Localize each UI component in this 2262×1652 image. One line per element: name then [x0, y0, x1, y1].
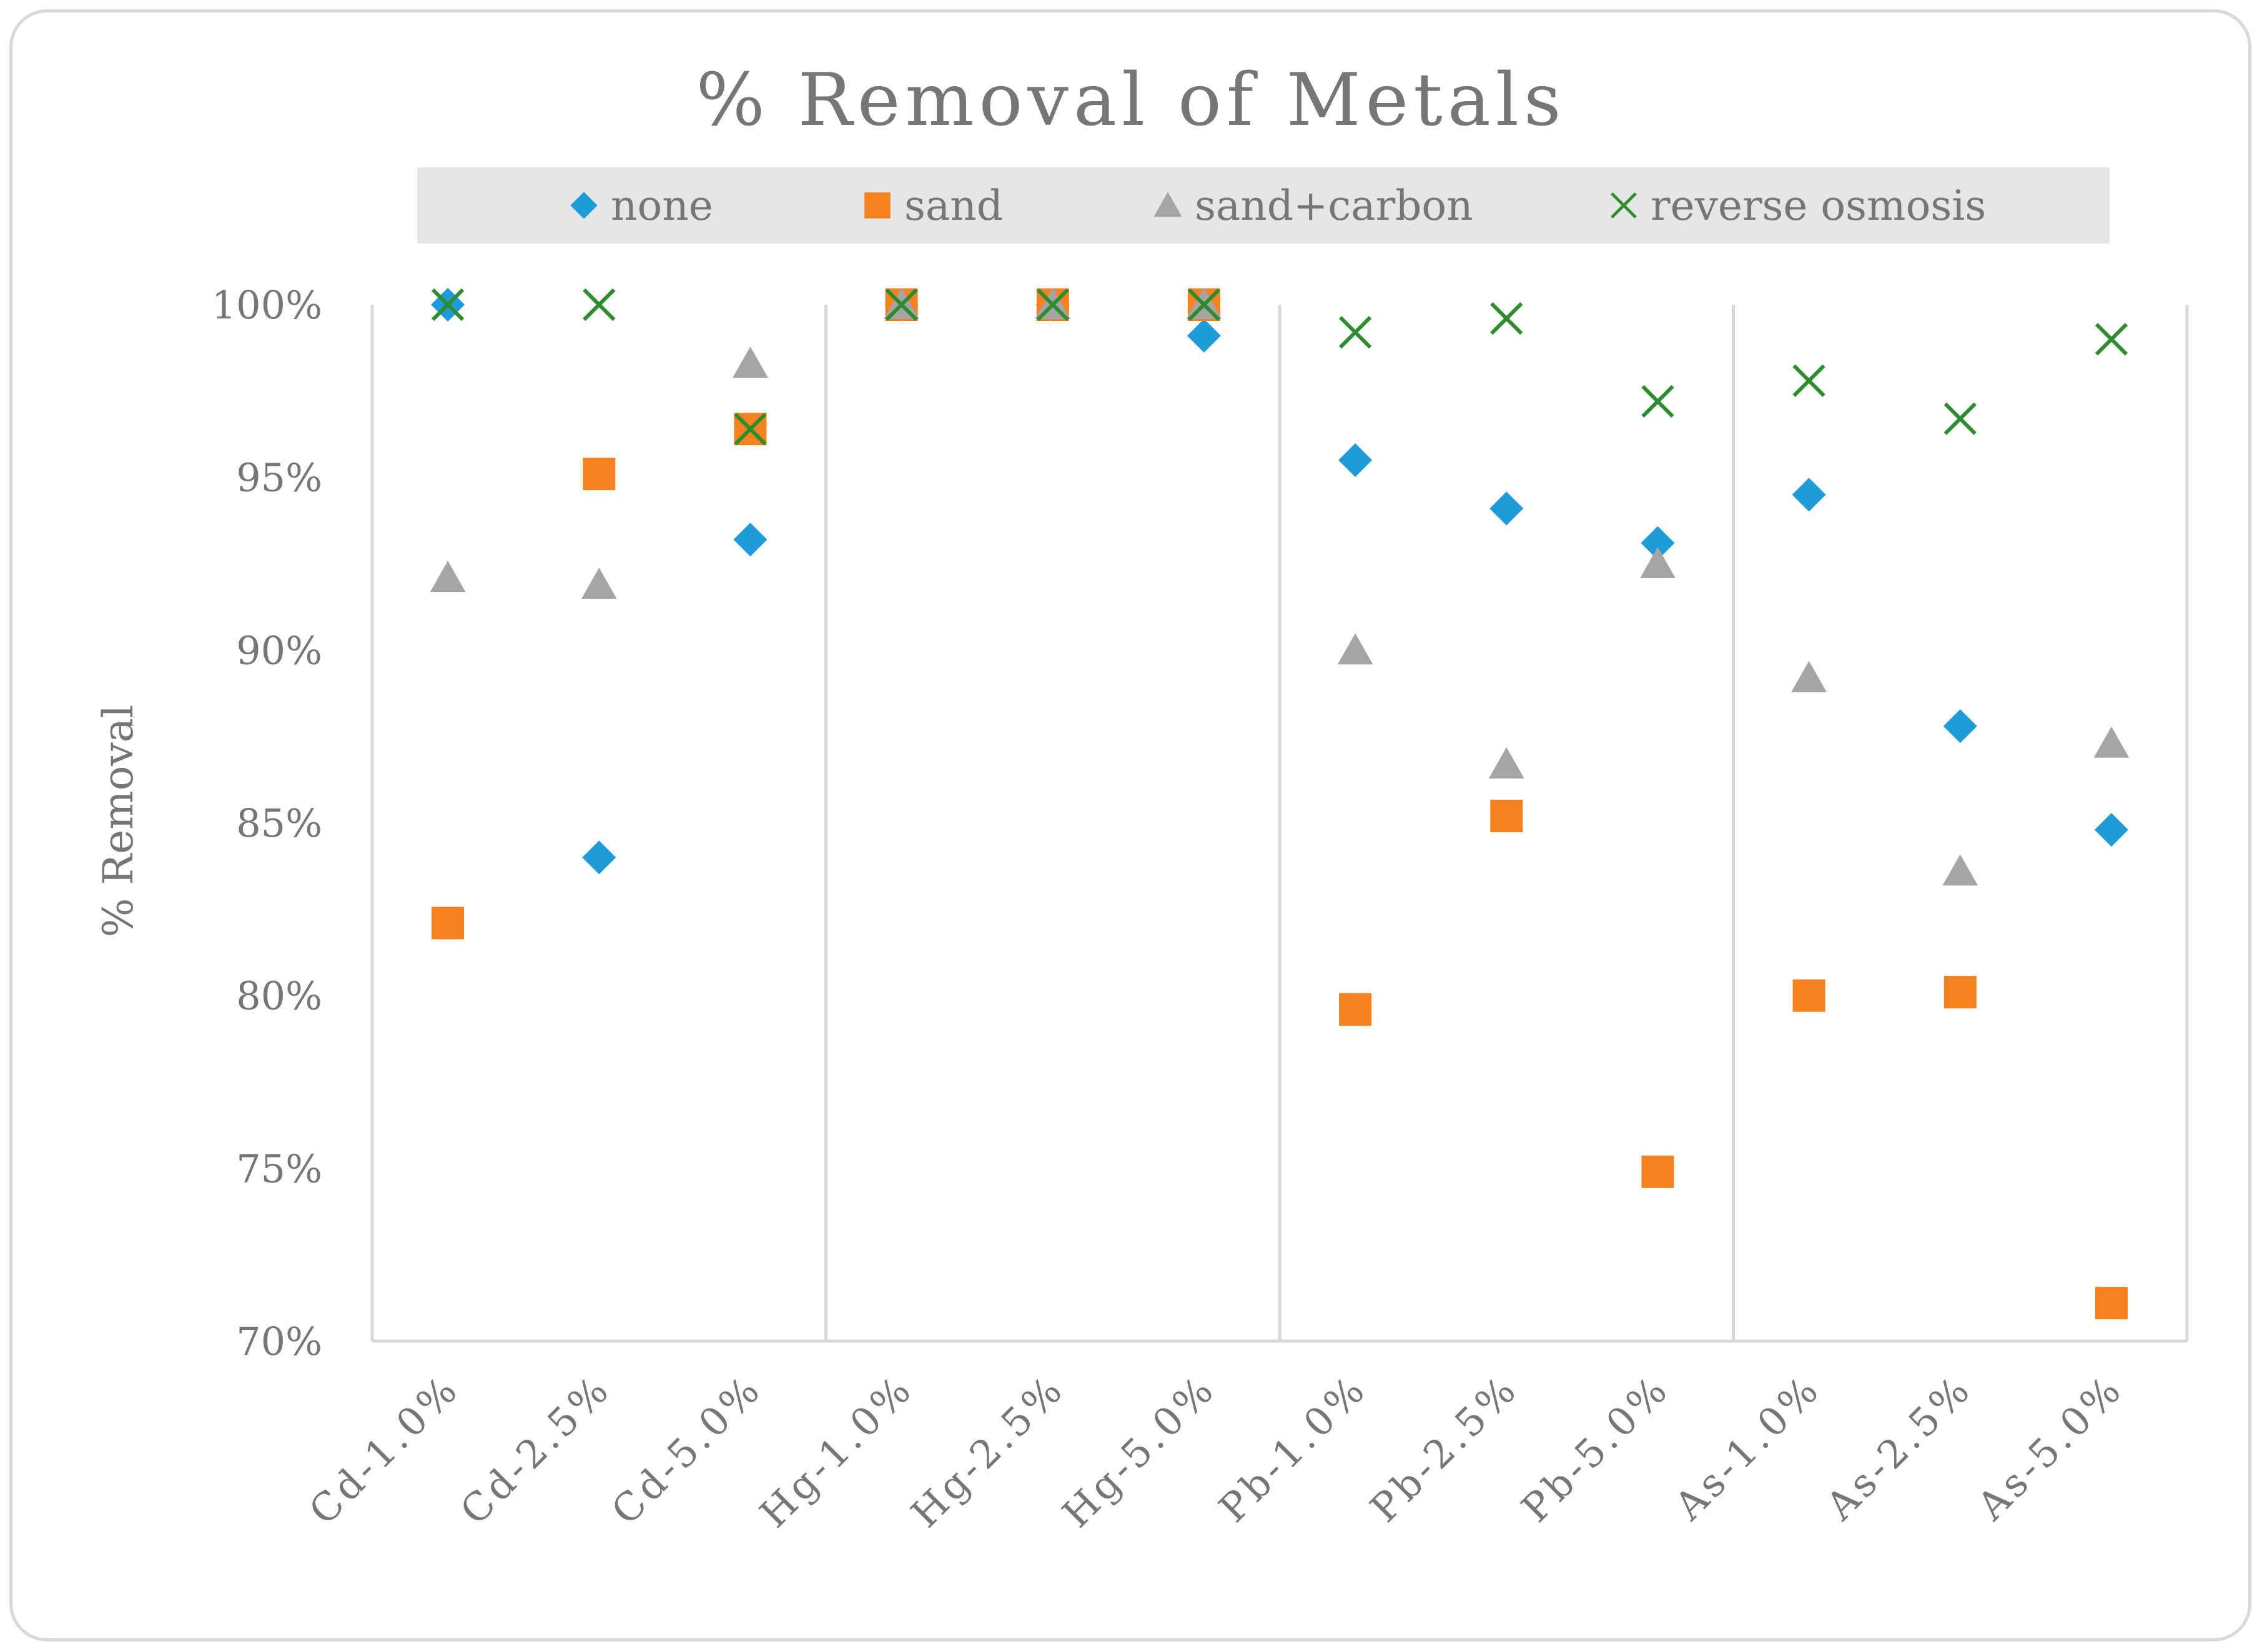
x-tick-label: Pb-5.0% [1513, 1365, 1678, 1531]
legend-label: none [611, 182, 713, 230]
y-tick-label: 75% [236, 1146, 322, 1191]
x-marker-stroke [2095, 323, 2128, 356]
data-point-x [1792, 364, 1825, 397]
data-point-triangle [1488, 747, 1524, 779]
data-point-diamond [1641, 526, 1675, 560]
axes [370, 305, 2189, 1343]
x-tick-label: Hg-2.5% [902, 1365, 1074, 1536]
x-marker-stroke [1611, 192, 1637, 219]
data-point-x [1036, 288, 1069, 322]
x-marker-stroke [1641, 385, 1674, 418]
data-point-triangle [581, 568, 617, 599]
legend-item-reverse-osmosis: reverse osmosis [1611, 182, 1986, 230]
data-point-square [2095, 1287, 2128, 1320]
series-reverse-osmosis [431, 288, 2128, 446]
x-marker-stroke [1943, 402, 1977, 435]
legend-box [417, 167, 2110, 243]
y-axis-title: % Removal [94, 705, 142, 938]
x-tick-label: As-2.5% [1817, 1365, 1980, 1529]
x-marker-stroke [885, 288, 918, 322]
x-tick-label: Cd-5.0% [603, 1365, 771, 1533]
legend-item-none: none [570, 182, 713, 230]
y-tick-label: 85% [236, 800, 322, 846]
data-point-diamond [582, 840, 616, 875]
legend: none sand sand+carbon reverse osmosis [570, 182, 1986, 230]
data-point-triangle [2093, 726, 2130, 758]
data-point-x [2095, 323, 2128, 356]
x-tick-label: Pb-2.5% [1361, 1365, 1527, 1531]
x-marker-stroke [734, 413, 767, 446]
legend-item-sand: sand [864, 182, 1003, 230]
data-point-x [1641, 385, 1674, 418]
data-point-diamond [1187, 318, 1221, 353]
x-marker-stroke [1338, 316, 1372, 349]
data-point-x [1490, 302, 1523, 335]
data-point-square [583, 458, 616, 491]
data-point-x [1943, 402, 1977, 435]
data-point-triangle [1791, 661, 1827, 692]
group-separators [824, 305, 1735, 1341]
data-point-square [1792, 979, 1825, 1012]
x-tick-label: As-1.0% [1666, 1365, 1829, 1529]
data-point-triangle [1942, 854, 1978, 886]
y-tick-label: 70% [236, 1319, 322, 1364]
y-tick-label: 95% [236, 455, 322, 501]
x-tick-label: As-5.0% [1968, 1365, 2131, 1529]
y-ticks: 70% 75% 80% 85% 90% 95% 100% [212, 282, 322, 1364]
data-point-diamond [1792, 478, 1826, 512]
data-point-diamond [1338, 443, 1373, 477]
data-point-diamond [2094, 813, 2128, 847]
chart-title: % Removal of Metals [696, 58, 1566, 142]
x-marker-stroke [1490, 302, 1523, 335]
data-point-diamond [733, 523, 768, 557]
legend-item-sand-carbon: sand+carbon [1153, 182, 1473, 230]
x-tick-label: Pb-1.0% [1210, 1365, 1376, 1531]
legend-marker-diamond [570, 192, 598, 219]
data-point-square [432, 907, 465, 940]
x-tick-labels: Cd-1.0%Cd-2.5%Cd-5.0%Hg-1.0%Hg-2.5%Hg-5.… [300, 1365, 2132, 1536]
data-points [430, 288, 2130, 1320]
data-point-triangle [1640, 547, 1676, 578]
x-marker-stroke [1792, 364, 1825, 397]
data-point-x [885, 288, 918, 322]
data-point-triangle [430, 561, 466, 592]
legend-label: sand [904, 182, 1003, 230]
data-point-square [1490, 799, 1523, 832]
data-point-x [1187, 288, 1221, 322]
data-point-square [1641, 1155, 1674, 1188]
x-tick-label: Hg-5.0% [1054, 1365, 1225, 1536]
y-tick-label: 100% [212, 282, 322, 328]
x-tick-label: Cd-1.0% [300, 1365, 468, 1533]
x-tick-label: Cd-2.5% [452, 1365, 620, 1533]
legend-marker-triangle [1153, 192, 1182, 217]
x-marker-stroke [583, 288, 616, 322]
data-point-x [431, 288, 465, 322]
legend-marker-x [1611, 192, 1637, 219]
x-marker-stroke [1036, 288, 1069, 322]
data-point-x [1338, 316, 1372, 349]
data-point-diamond [1489, 491, 1524, 526]
x-tick-label: Hg-1.0% [751, 1365, 922, 1536]
data-point-triangle [733, 347, 768, 378]
data-point-diamond [1943, 709, 1977, 744]
data-point-square [1943, 976, 1977, 1009]
data-point-triangle [1337, 633, 1373, 665]
y-tick-label: 80% [236, 973, 322, 1019]
legend-marker-square [864, 192, 891, 219]
y-tick-label: 90% [236, 627, 322, 673]
x-marker-stroke [431, 288, 465, 322]
x-marker-stroke [1187, 288, 1221, 322]
legend-label: sand+carbon [1195, 182, 1473, 230]
data-point-x [583, 288, 616, 322]
legend-label: reverse osmosis [1651, 182, 1986, 230]
data-point-x [734, 413, 767, 446]
data-point-square [1339, 993, 1372, 1026]
chart-frame [9, 9, 2251, 1641]
